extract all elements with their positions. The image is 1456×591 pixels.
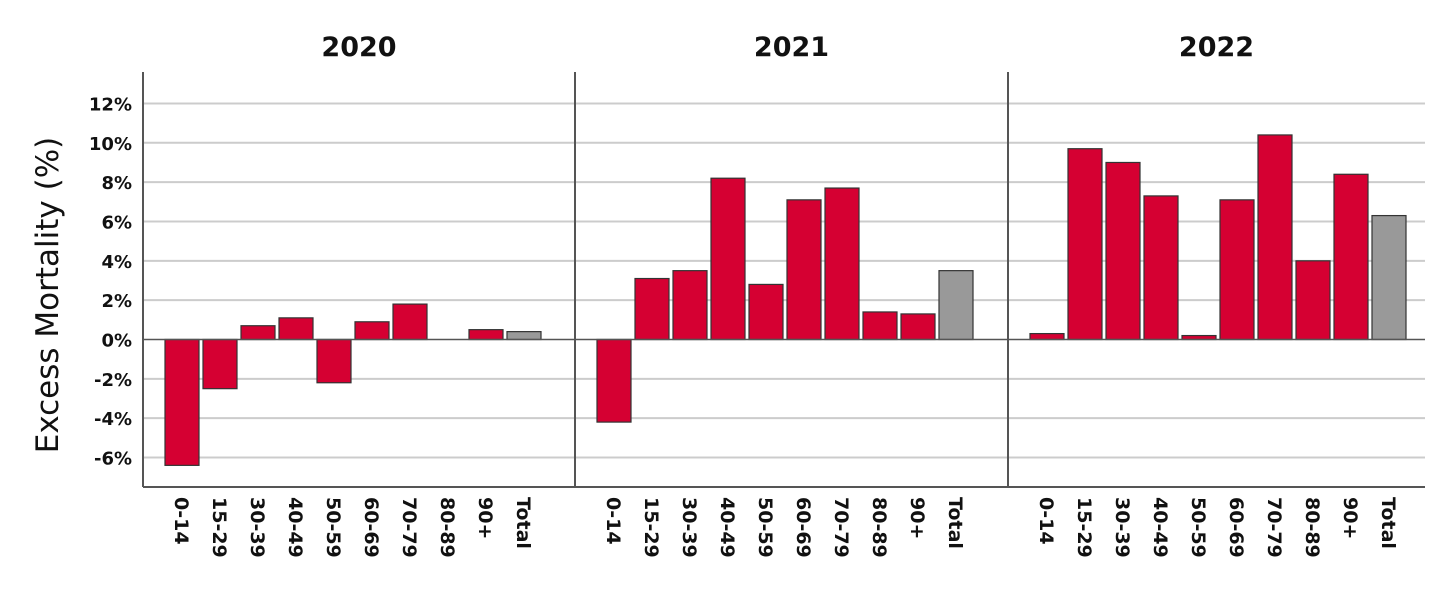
- bar-2021-50-59: [748, 283, 784, 341]
- x-tick-label: 40-49: [284, 497, 306, 558]
- bar-2022-90+: [1333, 173, 1369, 341]
- bar-2020-60-69: [354, 321, 390, 341]
- x-tick-label: Total: [1377, 497, 1399, 549]
- x-tick-label: 70-79: [1263, 497, 1285, 558]
- x-tick-label: Total: [944, 497, 966, 549]
- y-tick-label: 0%: [101, 330, 132, 351]
- panel-2020: 2020 0-14 15-29 30-39 40-49 50-59 60-69 70-79 80…: [142, 32, 575, 558]
- bar-2020-90+: [468, 329, 504, 341]
- y-tick-label: -4%: [94, 409, 132, 430]
- x-tick-label: 30-39: [678, 497, 700, 558]
- bar-2022-70-79: [1257, 134, 1293, 341]
- bar-2022-15-29: [1067, 148, 1103, 341]
- bar-2021-70-79: [824, 187, 860, 341]
- x-tick-label: 30-39: [246, 497, 268, 558]
- x-tick-label: 0-14: [602, 497, 624, 545]
- x-tick-label: 80-89: [436, 497, 458, 558]
- y-tick-label: 4%: [101, 252, 132, 273]
- x-tick-label: 15-29: [640, 497, 662, 558]
- bar-2021-30-39: [672, 270, 708, 341]
- y-tick-label: -6%: [94, 448, 132, 469]
- bar-2022-40-49: [1143, 195, 1179, 341]
- panel-2021: 2021 0-14 15-29 30-39 40-49 50-59 60-69 70-79 80…: [574, 32, 1008, 558]
- bar-2022-80-89: [1295, 260, 1331, 341]
- bar-2020-50-59: [316, 338, 352, 384]
- x-tick-label: 0-14: [1035, 497, 1057, 545]
- bar-2021-90+: [900, 313, 936, 341]
- bar-2020-30-39: [240, 325, 276, 341]
- x-tick-label: Total: [512, 497, 534, 549]
- x-tick-label: 80-89: [868, 497, 890, 558]
- x-tick-label: 90+: [474, 497, 496, 539]
- bar-2021-60-69: [786, 199, 822, 341]
- bar-2022-30-39: [1105, 161, 1141, 341]
- x-tick-label: 90+: [1339, 497, 1361, 539]
- y-tick-label: 6%: [101, 212, 132, 233]
- bar-2020-70-79: [392, 303, 428, 341]
- x-tick-label: 15-29: [1073, 497, 1095, 558]
- bar-2020-Total: [506, 331, 542, 341]
- y-tick-label: -2%: [94, 370, 132, 391]
- y-tick-label: 12%: [89, 94, 132, 115]
- bar-2021-Total: [938, 270, 974, 341]
- panel-2022: 2022 0-14 15-29 30-39 40-49 50-59 60-69 70-79 80…: [1007, 32, 1425, 558]
- x-tick-label: 60-69: [792, 497, 814, 558]
- bar-2020-40-49: [278, 317, 314, 341]
- x-tick-label: 80-89: [1301, 497, 1323, 558]
- bar-2022-0-14: [1029, 332, 1065, 341]
- x-tick-label: 50-59: [1187, 497, 1209, 558]
- bar-2022-60-69: [1219, 199, 1255, 341]
- x-tick-label: 50-59: [322, 497, 344, 558]
- x-tick-label: 70-79: [398, 497, 420, 558]
- x-tick-label: 60-69: [1225, 497, 1247, 558]
- panel-title: 2021: [754, 32, 829, 63]
- x-tick-label: 40-49: [716, 497, 738, 558]
- y-tick-label: 8%: [101, 173, 132, 194]
- x-tick-label: 90+: [906, 497, 928, 539]
- bar-2021-40-49: [710, 177, 746, 341]
- y-tick-label: 2%: [101, 291, 132, 312]
- bar-2021-0-14: [596, 338, 632, 423]
- bar-2021-80-89: [862, 311, 898, 341]
- bar-2022-Total: [1371, 214, 1407, 341]
- x-tick-label: 15-29: [208, 497, 230, 558]
- y-axis-title: Excess Mortality (%): [30, 137, 66, 454]
- x-tick-label: 50-59: [754, 497, 776, 558]
- x-tick-label: 40-49: [1149, 497, 1171, 558]
- y-tick-label: 10%: [89, 134, 132, 155]
- x-tick-label: 60-69: [360, 497, 382, 558]
- x-tick-label: 70-79: [830, 497, 852, 558]
- bar-2020-0-14: [164, 338, 200, 466]
- panel-title: 2022: [1179, 32, 1254, 63]
- panel-title: 2020: [321, 32, 396, 63]
- x-tick-label: 30-39: [1111, 497, 1133, 558]
- bar-2020-15-29: [202, 338, 238, 390]
- x-tick-label: 0-14: [170, 497, 192, 545]
- bar-2021-15-29: [634, 277, 670, 341]
